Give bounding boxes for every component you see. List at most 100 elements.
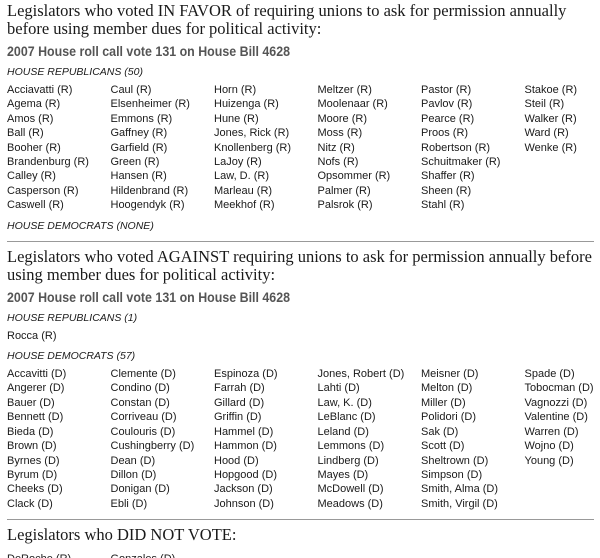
member-name: Casperson (R): [7, 184, 79, 197]
member-name: Lemmons (D): [317, 440, 385, 453]
member-name: Hammon (D): [214, 440, 277, 453]
member-name: Valentine (D): [524, 411, 588, 424]
section-subheading: 2007 House roll call vote 131 on House B…: [7, 289, 291, 305]
member-name: Clack (D): [7, 497, 53, 510]
member-name: Byrnes (D): [7, 454, 60, 467]
member-name: Garfield (R): [110, 141, 168, 154]
member-name: Constan (D): [110, 396, 170, 409]
member-name: Leland (D): [317, 425, 369, 438]
member-name: Huizenga (R): [214, 98, 279, 111]
member-list: Rocca (R): [7, 329, 594, 343]
member-name: Booher (R): [7, 141, 61, 154]
member-name: Hune (R): [214, 112, 259, 125]
member-name: Stakoe (R): [524, 84, 578, 96]
member-name: DeRoche (R): [7, 552, 111, 558]
member-name: Walker (R): [524, 112, 577, 125]
member-name: Hammel (D): [214, 425, 274, 438]
member-name: Scott (D): [421, 440, 465, 453]
member-name: Byrum (D): [7, 468, 58, 481]
member-name: Dean (D): [110, 454, 156, 467]
member-name: Griffin (D): [214, 411, 262, 424]
member-name: Tobocman (D): [524, 382, 594, 395]
member-name: Knollenberg (R): [214, 141, 292, 154]
member-name: Sak (D): [421, 425, 459, 438]
member-name: Opsommer (R): [317, 170, 391, 183]
section-heading: Legislators who DID NOT VOTE:: [7, 525, 237, 545]
group-label: HOUSE REPUBLICANS (1): [7, 311, 138, 324]
member-name: Agema (R): [7, 98, 61, 111]
member-name: Meltzer (R): [317, 84, 372, 96]
group-label: HOUSE DEMOCRATS (NONE): [7, 219, 154, 232]
member-name: Smith, Alma (D): [421, 483, 499, 496]
member-name: Jackson (D): [214, 483, 273, 496]
member-name: Calley (R): [7, 170, 56, 183]
member-name: Hansen (R): [110, 170, 167, 183]
member-list: DeRoche (R)Gonzales (D): [7, 552, 594, 558]
section-subheading: 2007 House roll call vote 131 on House B…: [7, 44, 291, 59]
member-name: Warren (D): [524, 425, 579, 438]
member-name: Lahti (D): [317, 382, 360, 395]
member-name: Mayes (D): [317, 468, 369, 481]
member-name: Lindberg (D): [317, 454, 379, 467]
member-name: Pearce (R): [421, 112, 475, 125]
member-name: Brandenburg (R): [7, 156, 89, 169]
member-name: Angerer (D): [7, 382, 65, 395]
member-name: Meisner (D): [421, 368, 479, 381]
member-name: Shaffer (R): [421, 170, 475, 183]
member-name: Spade (D): [524, 368, 575, 381]
section: Legislators who voted AGAINST requiring …: [7, 240, 594, 511]
member-name: Melton (D): [421, 382, 473, 395]
member-name: Acciavatti (R): [7, 84, 73, 96]
member-name: Johnson (D): [214, 497, 274, 510]
member-name: Law, K. (D): [317, 396, 372, 409]
section: Legislators who voted IN FAVOR of requir…: [7, 0, 594, 233]
member-name: Proos (R): [421, 127, 469, 140]
member-name: Pastor (R): [421, 84, 472, 96]
member-name: Meadows (D): [317, 497, 383, 510]
member-name: Green (R): [110, 156, 160, 169]
member-name: Donigan (D): [110, 483, 170, 496]
member-name: Young (D): [524, 454, 574, 467]
member-name: Rocca (R): [7, 329, 57, 342]
member-name: Corriveau (D): [110, 411, 177, 424]
member-name: LeBlanc (D): [317, 411, 376, 424]
member-name: Steil (R): [524, 98, 565, 111]
member-name: Ward (R): [524, 127, 569, 140]
member-name: Accavitti (D): [7, 368, 67, 381]
member-name: Miller (D): [421, 396, 466, 409]
member-list: Accavitti (D) Angerer (D) Bauer (D) Bennett…: [7, 367, 594, 511]
member-name: Wojno (D): [524, 440, 574, 453]
section-heading: Legislators who voted AGAINST requiring …: [7, 246, 592, 284]
member-name: Schuitmaker (R): [421, 156, 501, 169]
member-name: McDowell (D): [317, 483, 384, 496]
member-name: Dillon (D): [110, 468, 157, 481]
member-name: Hopgood (D): [214, 468, 277, 481]
member-name: Ball (R): [7, 127, 44, 140]
member-name: Cushingberry (D): [110, 440, 195, 453]
member-name: Meekhof (R): [214, 199, 275, 212]
member-name: Nitz (R): [317, 141, 355, 154]
member-name: Farrah (D): [214, 382, 265, 395]
member-name: Brown (D): [7, 440, 57, 453]
member-name: Jones, Rick (R): [214, 127, 290, 140]
section-heading: Legislators who voted IN FAVOR of requir…: [7, 1, 567, 38]
member-name: Smith, Virgil (D): [421, 497, 498, 510]
group-label: HOUSE DEMOCRATS (57): [7, 350, 136, 363]
member-name: Hildenbrand (R): [110, 184, 189, 197]
member-name: Caul (R): [110, 84, 152, 96]
member-name: Ebli (D): [110, 497, 148, 510]
member-name: Horn (R): [214, 84, 257, 96]
member-name: Pavlov (R): [421, 98, 473, 111]
member-name: Bauer (D): [7, 396, 55, 409]
member-name: Emmons (R): [110, 112, 173, 125]
member-name: Jones, Robert (D): [317, 368, 405, 381]
member-name: Polidori (D): [421, 411, 477, 424]
member-name: Stahl (R): [421, 199, 465, 212]
member-name: Hoogendyk (R): [110, 199, 185, 212]
member-name: Robertson (R): [421, 141, 491, 154]
section: Legislators who DID NOT VOTE: DeRoche (R)…: [7, 519, 594, 558]
group-label: HOUSE REPUBLICANS (50): [7, 66, 143, 78]
member-name: Law, D. (R): [214, 170, 270, 183]
member-name: Amos (R): [7, 112, 54, 125]
member-name: Bennett (D): [7, 411, 64, 424]
